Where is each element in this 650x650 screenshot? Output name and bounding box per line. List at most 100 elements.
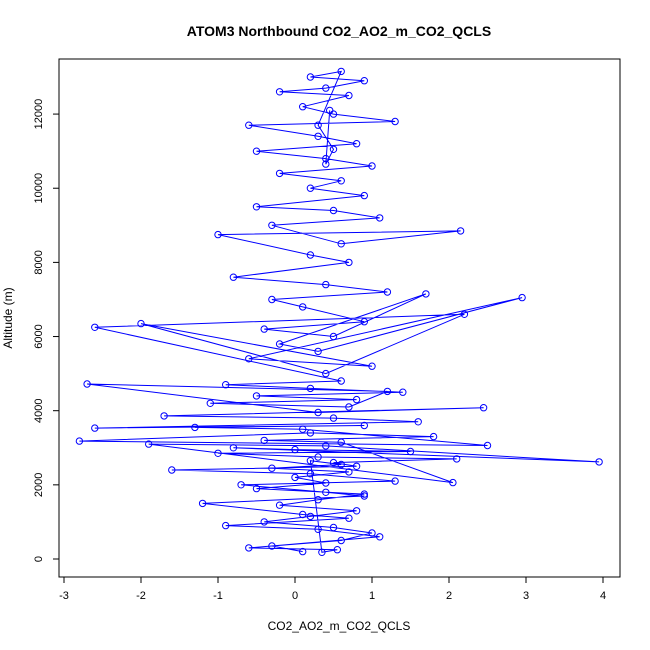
data-point <box>299 510 307 519</box>
data-point <box>352 462 361 470</box>
data-point <box>160 412 168 420</box>
data-point <box>299 303 307 311</box>
data-point <box>345 258 353 267</box>
data-point <box>252 484 261 493</box>
data-point <box>314 496 322 504</box>
data-point <box>91 424 99 432</box>
data-point <box>333 546 341 554</box>
y-tick-label: 12000 <box>33 99 45 130</box>
data-point <box>314 453 322 461</box>
data-point <box>345 403 353 411</box>
series-line <box>79 70 600 553</box>
x-tick-label: 0 <box>292 590 298 602</box>
data-point <box>322 280 330 289</box>
data-point <box>518 293 526 302</box>
data-point <box>456 227 465 235</box>
data-point <box>229 444 238 452</box>
data-point <box>222 381 230 389</box>
data-point <box>245 121 253 129</box>
data-point <box>352 140 361 148</box>
x-tick-label: 3 <box>523 590 529 602</box>
data-point <box>368 362 376 370</box>
data-point <box>314 121 322 129</box>
data-point <box>337 67 345 76</box>
data-point <box>91 323 99 331</box>
data-point <box>352 507 361 515</box>
data-point <box>260 518 268 526</box>
data-point <box>483 441 492 450</box>
data-point <box>337 377 345 385</box>
data-point <box>337 460 345 469</box>
data-point <box>275 340 284 348</box>
data-point <box>306 73 315 81</box>
data-point <box>306 470 315 478</box>
data-point <box>399 388 407 396</box>
data-point <box>391 477 399 485</box>
data-point <box>360 318 368 326</box>
data-point <box>306 457 315 465</box>
x-tick-label: -3 <box>59 590 69 602</box>
data-point <box>360 77 368 85</box>
y-tick-label: 0 <box>33 556 45 562</box>
data-point <box>322 160 330 168</box>
x-tick-label: -1 <box>213 590 223 602</box>
y-tick-label: 8000 <box>33 250 45 274</box>
data-point <box>137 319 145 328</box>
data-point <box>329 206 338 215</box>
data-point <box>145 440 153 448</box>
data-point <box>383 288 392 296</box>
data-point <box>214 449 222 457</box>
data-point <box>422 290 430 298</box>
data-point <box>299 103 307 111</box>
data-point <box>237 481 245 489</box>
data-point <box>391 117 399 126</box>
data-point <box>314 525 322 533</box>
data-point <box>345 514 353 522</box>
y-axis: 0 2000 4000 6000 8000 10000 12000 <box>33 99 60 562</box>
data-point <box>368 162 376 170</box>
data-point <box>318 548 326 556</box>
x-tick-label: 2 <box>446 590 452 602</box>
data-point <box>337 240 345 248</box>
data-point <box>260 436 268 445</box>
data-point <box>453 455 461 463</box>
data-point <box>275 169 284 178</box>
data-point <box>352 395 361 404</box>
data-point <box>329 110 338 118</box>
data-point <box>329 332 338 341</box>
data-point <box>299 425 307 433</box>
data-point <box>322 84 330 92</box>
series-layer <box>75 67 603 556</box>
data-point <box>306 184 315 192</box>
data-point <box>245 544 253 552</box>
data-point <box>75 437 84 445</box>
data-point <box>168 466 176 474</box>
data-point <box>368 529 376 537</box>
data-point <box>229 273 238 281</box>
x-axis: -3 -2 -1 0 1 2 3 4 <box>59 576 606 602</box>
data-point <box>345 91 353 100</box>
data-point <box>449 478 457 487</box>
data-point <box>376 214 384 222</box>
data-point <box>314 347 322 356</box>
data-point <box>306 429 315 437</box>
data-point <box>306 251 315 259</box>
data-point <box>595 458 603 466</box>
data-point <box>337 438 345 446</box>
data-point <box>322 154 330 163</box>
data-point <box>329 523 338 532</box>
data-point <box>322 488 330 496</box>
x-tick-label: 4 <box>600 590 606 602</box>
data-point <box>291 445 299 454</box>
data-point <box>314 408 322 417</box>
data-point <box>322 479 330 487</box>
data-point <box>479 404 488 412</box>
data-point <box>406 447 415 456</box>
data-point <box>222 521 230 530</box>
data-point <box>329 414 338 422</box>
data-point <box>322 442 330 450</box>
data-point <box>191 423 199 432</box>
data-point <box>360 492 368 500</box>
data-point <box>360 421 368 430</box>
